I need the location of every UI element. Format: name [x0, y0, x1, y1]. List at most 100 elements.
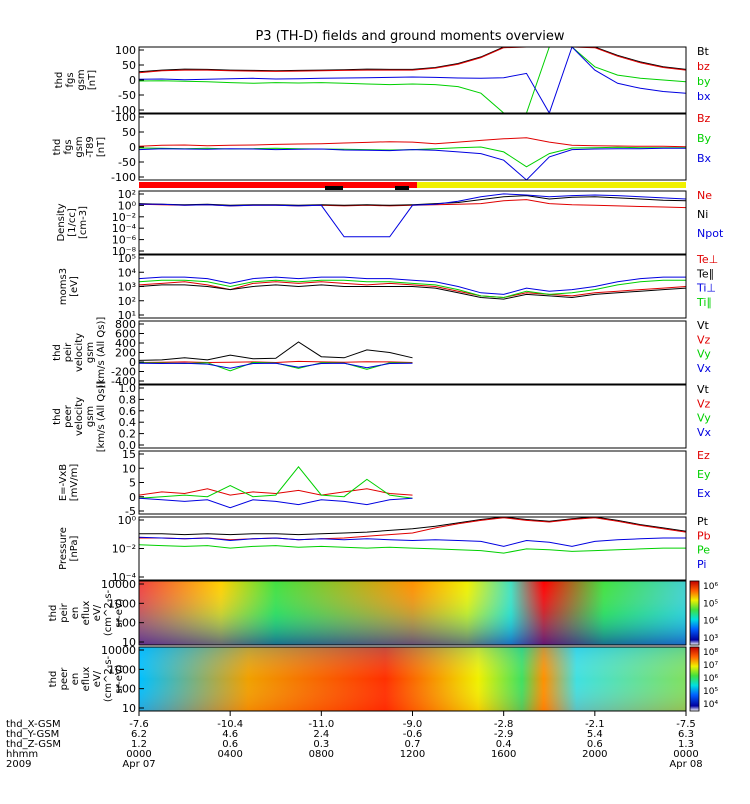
mode-bars	[139, 182, 686, 190]
mode-bar-black-1	[325, 186, 343, 190]
y-tick-label: 100	[115, 44, 136, 57]
legend-entry: Vy	[697, 412, 711, 425]
series-line-Ey	[138, 466, 413, 499]
y-tick-label: 1.0	[119, 382, 137, 395]
colorbar-tick-label: 10³	[703, 634, 718, 644]
xaxis-value: 2000	[582, 749, 607, 760]
y-tick-label: 10⁰	[118, 199, 137, 212]
legend-entry: Vz	[697, 333, 711, 346]
y-tick-label: -5	[125, 505, 136, 518]
y-tick-label: 1000	[108, 597, 136, 610]
colorbar-tick-label: 10⁷	[703, 661, 718, 671]
xaxis-value: 5.4	[587, 729, 603, 740]
legend-entry: Ti∥	[696, 296, 712, 309]
legend-entry: Bt	[697, 45, 710, 58]
y-tick-label: 10⁵	[118, 252, 136, 265]
y-axis-label: thd	[54, 72, 65, 89]
y-axis-label: velocity	[74, 333, 85, 372]
y-axis-label: thd	[52, 408, 63, 425]
y-tick-label: 0.2	[119, 428, 137, 441]
y-axis-label: eflux	[81, 667, 92, 692]
y-axis-label: (cm^2-s-	[103, 655, 114, 702]
y-axis-label: peir	[63, 342, 74, 362]
xaxis-row-label: thd_X-GSM	[6, 719, 61, 730]
legend-entry: Te⊥	[696, 253, 718, 266]
legend-entry: Ne	[697, 189, 712, 202]
series-line-Pe	[138, 544, 686, 554]
y-tick-label: 10²	[118, 188, 136, 201]
xaxis-value: 0.4	[496, 739, 512, 750]
y-tick-label: 10000	[101, 578, 136, 591]
legend-entry: Vx	[697, 426, 712, 439]
xaxis-value: -2.8	[494, 719, 514, 730]
y-axis-label: en	[70, 607, 81, 620]
xaxis-value: 0800	[309, 749, 334, 760]
spectrogram-shade-peer_eflux	[139, 647, 686, 711]
y-tick-label: 10⁻²	[112, 543, 136, 556]
series-line-Pi	[138, 536, 686, 547]
legend-entry: Vt	[697, 319, 710, 332]
legend-entry: by	[697, 75, 711, 88]
series-line-Vt	[138, 341, 413, 361]
y-tick-label: 10⁻⁴	[112, 571, 137, 584]
y-tick-label: 800	[115, 318, 136, 331]
y-tick-label: -100	[111, 104, 136, 117]
xaxis-value: 6.2	[131, 729, 147, 740]
panel-peer_eflux: 10⁸ 10⁷ 10⁶ 10⁵ 10⁴ 10000 1000 100 10 thd peer en ef…	[48, 644, 718, 715]
xaxis-value: 0000	[126, 749, 151, 760]
legend-entry: Pb	[697, 529, 711, 542]
xaxis-value: 4.6	[222, 729, 238, 740]
y-tick-label: 10	[122, 702, 136, 715]
y-tick-label: 10000	[101, 644, 136, 657]
series-line-Ti⊥	[138, 276, 686, 295]
y-axis-label: [km/s (All Qs)]	[96, 381, 107, 453]
series-line-Ti∥	[138, 279, 686, 299]
mode-bar-red	[139, 182, 417, 188]
y-tick-label: 600	[115, 328, 136, 341]
legend-entry: Ti⊥	[696, 282, 716, 295]
legend-entry: Ex	[697, 487, 711, 500]
legend-entry: Ey	[697, 468, 711, 481]
series-line-Vx	[138, 362, 413, 369]
mode-bar-black-2	[395, 186, 409, 190]
panel-frame	[138, 113, 687, 181]
y-tick-label: 10²	[118, 295, 136, 308]
xaxis-value: 1600	[491, 749, 516, 760]
xaxis-value: 0.7	[405, 739, 421, 750]
panel-frame	[138, 580, 687, 646]
y-axis-label: en	[70, 673, 81, 686]
y-axis-label: Density	[56, 203, 67, 241]
xaxis-value: -9.0	[403, 719, 423, 730]
y-tick-label: 0	[129, 141, 136, 154]
legend-entry: Bz	[697, 112, 711, 125]
y-tick-label: 0.0	[119, 439, 137, 452]
series-line-Ez	[138, 488, 413, 496]
y-axis-label: thd	[52, 139, 63, 156]
y-tick-label: 100	[115, 617, 136, 630]
y-axis-label: thd	[48, 605, 59, 622]
panel-fgs_T89: 100 50 0 -50 -100 thd fgs gsm -T89 [nT] Bz By Bx	[52, 111, 712, 184]
y-axis-label: gsm	[85, 342, 96, 363]
y-tick-label: 400	[115, 337, 136, 350]
colorbar-tick-label: 10⁶	[703, 674, 718, 684]
y-axis-label: eV/	[92, 604, 103, 621]
y-tick-label: 5	[129, 477, 136, 490]
xaxis-row-label: 2009	[6, 759, 31, 770]
y-tick-label: 50	[122, 59, 136, 72]
legend-entry: Pt	[697, 515, 709, 528]
series-line-Ni	[138, 195, 687, 206]
xaxis-value: -2.1	[585, 719, 605, 730]
legend-entry: Vx	[697, 362, 712, 375]
y-tick-label: 0	[129, 74, 136, 87]
y-axis-label: Pressure	[58, 527, 69, 570]
y-axis-label: fgs	[63, 139, 74, 154]
legend-entry: Npot	[697, 227, 724, 240]
colorbar-peir_eflux	[689, 580, 700, 646]
legend-entry: Te∥	[696, 267, 714, 280]
y-tick-label: 10	[122, 636, 136, 649]
